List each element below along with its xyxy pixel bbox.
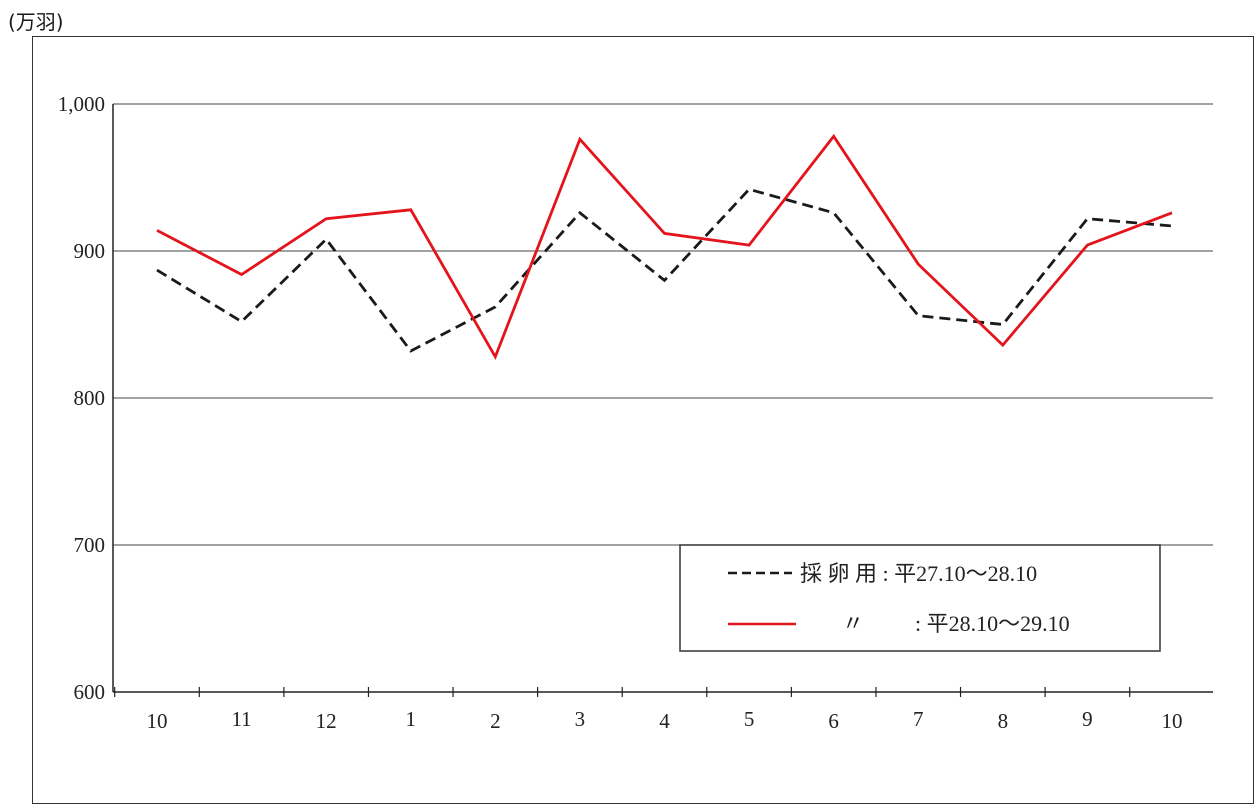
y-tick-label: 800: [74, 386, 106, 410]
x-tick-label: 4: [659, 709, 670, 733]
series-lines: [156, 133, 1173, 361]
x-tick-label: 9: [1082, 707, 1093, 731]
chart-frame: [32, 36, 1254, 804]
x-tick-label: 6: [828, 709, 839, 733]
x-tick-label: 12: [316, 709, 337, 733]
x-tick-labels: 10 11 12 1 2 3 4 5 6 7 8 9 10: [147, 707, 1183, 733]
x-tick-label: 10: [147, 709, 168, 733]
y-tick-label: 900: [74, 239, 106, 263]
x-tick-label: 10: [1162, 709, 1183, 733]
legend-box: [679, 544, 1161, 652]
series-line-2: [156, 133, 1173, 361]
x-tick-label: 7: [913, 707, 924, 731]
x-tick-label: 11: [231, 707, 251, 731]
x-tick-label: 3: [575, 707, 586, 731]
grid-lines: [113, 103, 1213, 546]
x-tick-label: 2: [490, 709, 501, 733]
legend-ditto-mark: 〃: [842, 611, 864, 636]
axes: [112, 104, 1213, 697]
legend-label-series-1: 採 卵 用 : 平27.10〜28.10: [800, 561, 1037, 586]
legend-label-series-2: : 平28.10〜29.10: [915, 611, 1070, 636]
x-tick-label: 5: [744, 707, 755, 731]
y-tick-label: 1,000: [58, 92, 105, 116]
x-tick-label: 1: [406, 707, 417, 731]
y-axis-unit-label: (万羽): [8, 10, 64, 34]
legend: 採 卵 用 : 平27.10〜28.10 〃 : 平28.10〜29.10: [679, 544, 1161, 652]
x-tick-label: 8: [998, 709, 1009, 733]
y-tick-labels: 600 700 800 900 1,000: [58, 92, 105, 704]
y-tick-label: 700: [74, 533, 106, 557]
y-tick-label: 600: [74, 680, 106, 704]
